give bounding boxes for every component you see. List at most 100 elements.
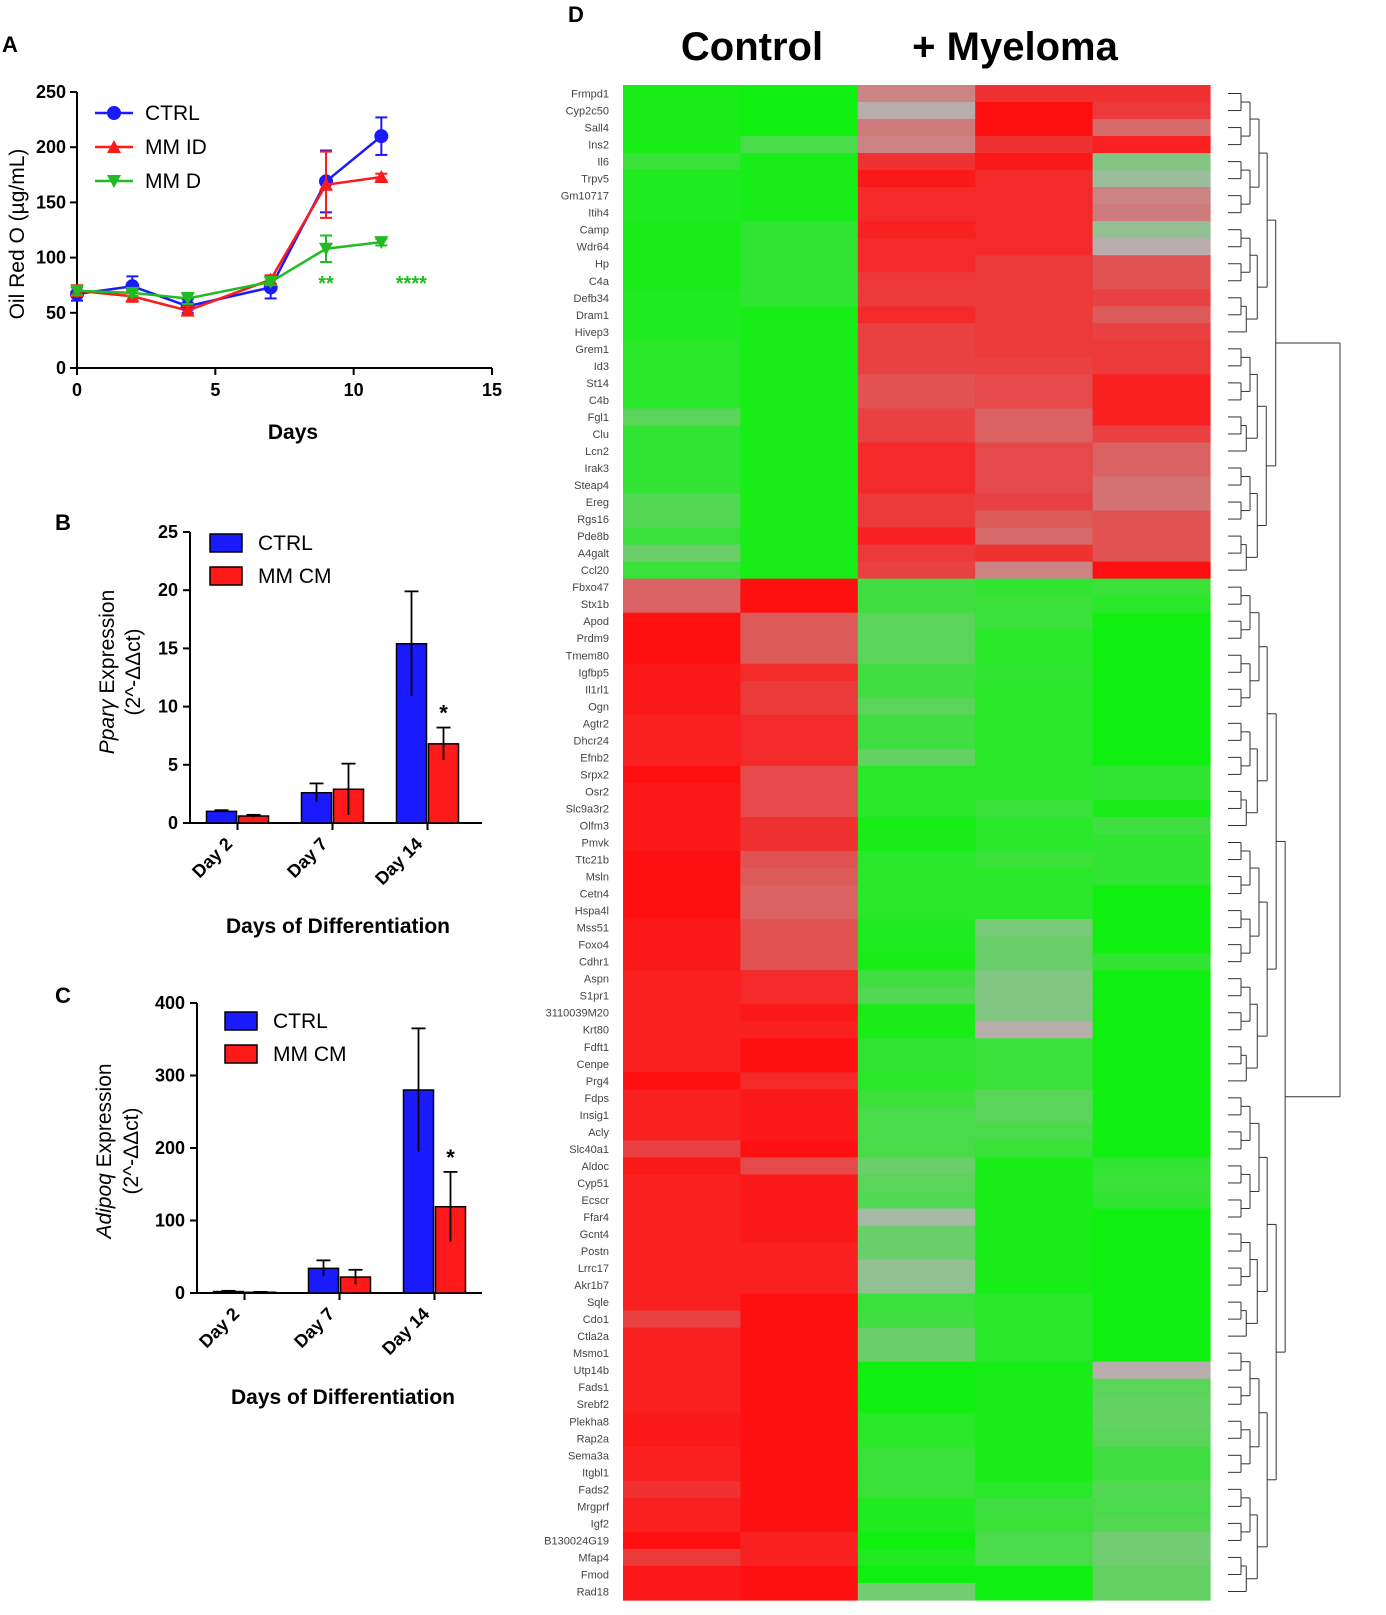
heatmap-cell <box>857 1548 976 1567</box>
gene-label: Sall4 <box>585 123 609 135</box>
panel-c-x-tick-label: Day 2 <box>195 1304 243 1352</box>
heatmap-cell <box>857 987 976 1005</box>
heatmap-cell <box>975 204 1094 222</box>
heatmap-cell <box>740 851 859 869</box>
heatmap-group-myeloma: + Myeloma <box>912 25 1118 69</box>
heatmap-cell <box>740 833 859 852</box>
heatmap-cell <box>975 902 1094 920</box>
panel-a-line-chart: 0 50 100 150 200 250 0 5 10 15 Days Oil Red O (µg… <box>6 82 502 444</box>
heatmap-cell <box>1092 425 1211 444</box>
heatmap-cell <box>1092 663 1211 682</box>
heatmap-cell <box>1092 1038 1211 1056</box>
heatmap-cell <box>857 612 976 631</box>
heatmap-cell <box>1092 1582 1211 1601</box>
heatmap-cell <box>1092 306 1211 324</box>
panel-c-y-tick-label: 0 <box>175 1283 185 1303</box>
significance-mark: * <box>446 1145 455 1170</box>
point-mm-d <box>374 236 389 250</box>
heatmap-cell <box>857 306 976 324</box>
heatmap-cell <box>623 561 741 580</box>
heatmap-cell <box>740 1310 859 1329</box>
heatmap-cell <box>975 408 1094 427</box>
heatmap-cell <box>975 1582 1094 1601</box>
heatmap-cell <box>1092 527 1211 546</box>
heatmap-cell <box>740 1276 859 1295</box>
heatmap-cell <box>623 1293 741 1312</box>
heatmap-cell <box>975 629 1094 648</box>
heatmap-cell <box>623 868 741 886</box>
heatmap-cell <box>623 885 741 903</box>
heatmap-cell <box>975 1038 1094 1056</box>
heatmap-cell <box>1092 1548 1211 1567</box>
gene-label: Slc40a1 <box>569 1144 609 1156</box>
heatmap-cell <box>857 578 976 597</box>
heatmap-cell <box>740 936 859 954</box>
heatmap-cell <box>740 323 859 341</box>
heatmap-cell <box>975 799 1094 818</box>
heatmap-cell <box>623 731 741 750</box>
heatmap-cell <box>857 953 976 971</box>
heatmap-cell <box>975 170 1094 188</box>
gene-label: Rap2a <box>577 1433 610 1445</box>
gene-label: Fgl1 <box>588 412 609 424</box>
gene-label: Olfm3 <box>580 820 609 832</box>
heatmap-cell <box>623 1446 741 1465</box>
heatmap-cells <box>623 85 1211 1601</box>
heatmap-cell <box>975 1548 1094 1567</box>
significance-mark: **** <box>396 273 427 295</box>
heatmap-cell <box>975 578 1094 597</box>
heatmap-cell <box>1092 1497 1211 1516</box>
heatmap-cell <box>975 816 1094 835</box>
gene-label: Mss51 <box>577 923 609 935</box>
heatmap-cell <box>857 323 976 341</box>
heatmap-cell <box>975 493 1094 512</box>
panel-c-bar-chart: 0 100 200 300 400 Day 2 Day 7 Day 14 * CTRL MM C… <box>93 993 482 1409</box>
heatmap-cell <box>857 510 976 529</box>
heatmap-cell <box>740 1089 859 1107</box>
heatmap-cell <box>623 1140 741 1159</box>
heatmap-cell <box>623 221 741 239</box>
heatmap-cell <box>623 663 741 682</box>
heatmap-cell <box>1092 680 1211 699</box>
panel-a-x-label: Days <box>268 421 318 444</box>
heatmap-cell <box>740 1514 859 1533</box>
series-line-mm-d <box>76 240 382 300</box>
heatmap-cell <box>975 391 1094 410</box>
heatmap-cell <box>740 136 859 154</box>
heatmap-cell <box>975 527 1094 546</box>
heatmap-cell <box>975 1531 1094 1550</box>
heatmap-cell <box>623 1021 741 1039</box>
heatmap-cell <box>1092 1361 1211 1380</box>
heatmap-cell <box>740 1429 859 1448</box>
heatmap-cell <box>740 306 859 324</box>
point-mm-id <box>180 303 195 317</box>
heatmap-cell <box>740 1446 859 1465</box>
heatmap-cell <box>623 1344 741 1363</box>
heatmap-cell <box>623 1038 741 1056</box>
heatmap-cell <box>857 255 976 273</box>
heatmap-cell <box>740 902 859 920</box>
heatmap-cell <box>1092 357 1211 375</box>
heatmap-cell <box>857 833 976 852</box>
heatmap-cell <box>857 391 976 410</box>
heatmap-cell <box>975 442 1094 461</box>
heatmap-cell <box>740 731 859 750</box>
gene-label: Steap4 <box>574 480 609 492</box>
heatmap-cell <box>975 1123 1094 1141</box>
heatmap-cell <box>740 1344 859 1363</box>
heatmap-cell <box>1092 255 1211 273</box>
heatmap-cell <box>857 663 976 682</box>
panel-b-x-tick-label: Day 7 <box>283 834 331 882</box>
heatmap-cell <box>623 408 741 427</box>
heatmap-cell <box>857 646 976 665</box>
gene-label: Apod <box>583 616 609 628</box>
heatmap-cell <box>857 1242 976 1261</box>
heatmap-cell <box>1092 1344 1211 1363</box>
heatmap-cell <box>975 663 1094 682</box>
gene-label: B130024G19 <box>544 1535 609 1547</box>
heatmap-cell <box>857 442 976 461</box>
heatmap-cell <box>623 1242 741 1261</box>
heatmap-cell <box>857 799 976 818</box>
heatmap-cell <box>975 187 1094 205</box>
heatmap-cell <box>975 272 1094 290</box>
